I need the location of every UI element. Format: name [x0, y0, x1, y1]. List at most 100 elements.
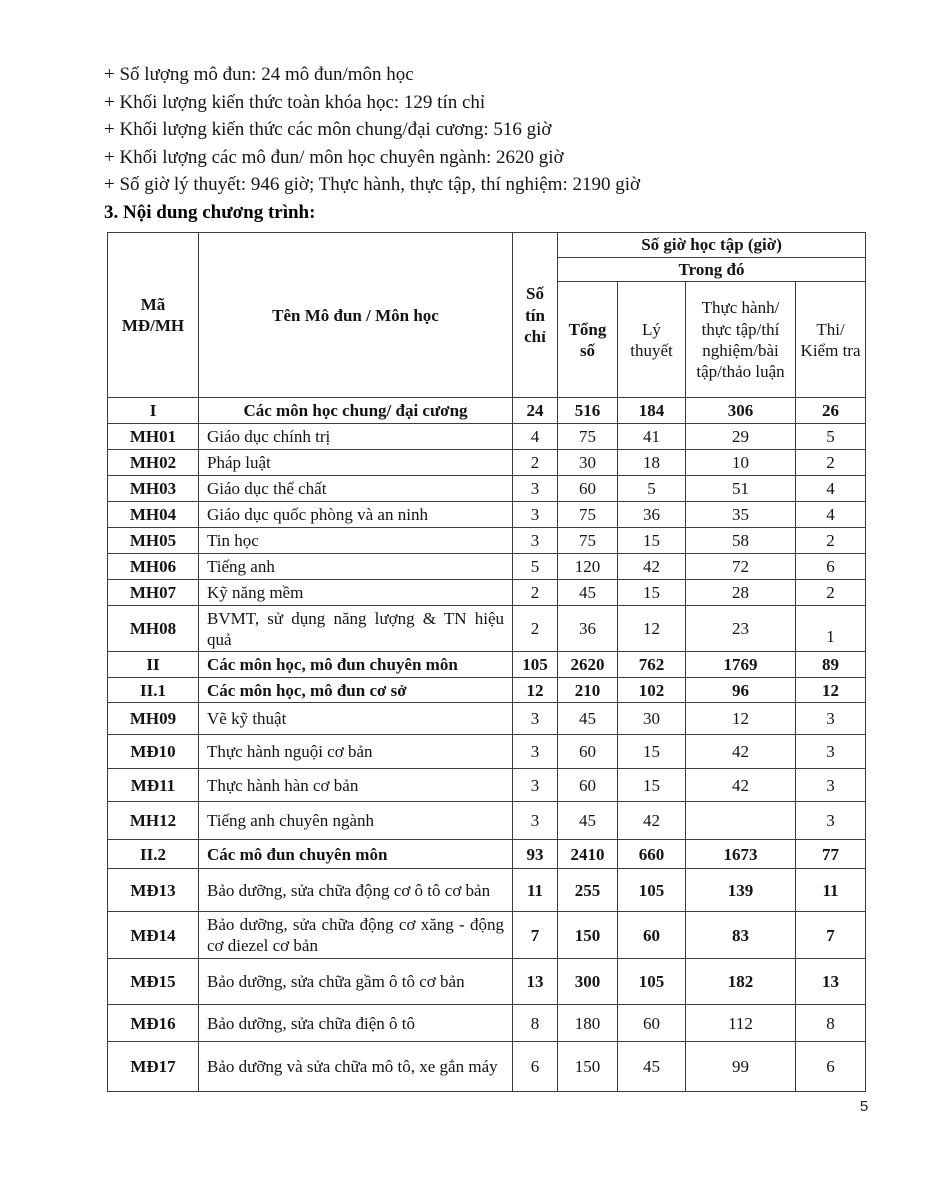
row-name: Các mô đun chuyên môn [198, 839, 513, 870]
row-name: Thực hành hàn cơ bản [198, 768, 513, 803]
table-row: MH12 Tiếng anh chuyên ngành 3 45 42 3 [107, 801, 867, 841]
row-value: 12 [794, 677, 867, 704]
row-value: 89 [794, 651, 867, 679]
row-value: 45 [557, 579, 618, 607]
row-value: 45 [617, 1041, 686, 1093]
row-value: 99 [685, 1041, 796, 1093]
row-value: 23 [685, 605, 796, 653]
row-value: 150 [557, 1041, 618, 1093]
row-value: 60 [617, 1004, 686, 1043]
row-name: Tiếng anh [198, 553, 513, 581]
row-value: 102 [617, 677, 686, 704]
header-theory: Lý thuyết [617, 281, 686, 399]
table-row: MH01 Giáo dục chính trị 4 75 41 29 5 [107, 423, 867, 451]
row-value: 15 [617, 768, 686, 803]
row-value: 3 [794, 702, 867, 736]
row-name: Bảo dưỡng, sửa chữa động cơ ô tô cơ bản [198, 868, 513, 913]
row-value: 45 [557, 702, 618, 736]
table-row: MH06 Tiếng anh 5 120 42 72 6 [107, 553, 867, 581]
row-value [685, 801, 796, 841]
row-value: 77 [794, 839, 867, 870]
row-name: Tin học [198, 527, 513, 555]
row-code: MH07 [107, 579, 199, 607]
row-value: 60 [617, 911, 686, 960]
table-row: MĐ10 Thực hành nguội cơ bản 3 60 15 42 3 [107, 734, 867, 770]
row-code: MH01 [107, 423, 199, 451]
row-value: 2 [512, 579, 558, 607]
row-value: 2 [794, 527, 867, 555]
table-row: II.2 Các mô đun chuyên môn 93 2410 660 1673 77 [107, 839, 867, 870]
row-name: Vẽ kỹ thuật [198, 702, 513, 736]
row-value: 180 [557, 1004, 618, 1043]
row-value: 75 [557, 527, 618, 555]
row-code: MH02 [107, 449, 199, 477]
row-code: MH03 [107, 475, 199, 503]
row-value: 3 [512, 768, 558, 803]
section-heading: 3. Nội dung chương trình: [104, 201, 316, 223]
row-name: Các môn học, mô đun chuyên môn [198, 651, 513, 679]
row-value: 10 [685, 449, 796, 477]
row-name: Giáo dục thể chất [198, 475, 513, 503]
table-row: MH02 Pháp luật 2 30 18 10 2 [107, 449, 867, 477]
row-value: 12 [512, 677, 558, 704]
row-name: Bảo dưỡng, sửa chữa gầm ô tô cơ bản [198, 958, 513, 1006]
intro-line: + Khối lượng các mô đun/ môn học chuyên … [104, 146, 564, 168]
row-code: MĐ14 [107, 911, 199, 960]
row-value: 120 [557, 553, 618, 581]
row-value: 3 [512, 475, 558, 503]
table-row: II Các môn học, mô đun chuyên môn 105 2620 7… [107, 651, 867, 679]
row-value: 72 [685, 553, 796, 581]
row-code: MH08 [107, 605, 199, 653]
row-value: 3 [794, 801, 867, 841]
row-value: 15 [617, 527, 686, 555]
row-name: Các môn học chung/ đại cương [198, 397, 513, 425]
row-value: 3 [512, 801, 558, 841]
table-row: MH04 Giáo dục quốc phòng và an ninh 3 75 36 3… [107, 501, 867, 529]
row-value: 660 [617, 839, 686, 870]
row-value: 210 [557, 677, 618, 704]
row-value: 15 [617, 734, 686, 770]
row-value: 2410 [557, 839, 618, 870]
row-code: MH12 [107, 801, 199, 841]
row-value: 12 [685, 702, 796, 736]
row-value: 516 [557, 397, 618, 425]
row-value: 42 [617, 553, 686, 581]
page-number: 5 [859, 1098, 869, 1115]
row-value: 36 [557, 605, 618, 653]
table-row: MH03 Giáo dục thể chất 3 60 5 51 4 [107, 475, 867, 503]
row-value: 182 [685, 958, 796, 1006]
row-value: 4 [794, 475, 867, 503]
table-row: MH08 BVMT, sử dụng năng lượng & TN hiệu q… [107, 605, 867, 653]
row-value: 18 [617, 449, 686, 477]
row-name: Các môn học, mô đun cơ sở [198, 677, 513, 704]
row-value: 1 [794, 605, 867, 653]
intro-line: + Số giờ lý thuyết: 946 giờ; Thực hành, … [104, 174, 641, 196]
table-row: MĐ14 Bảo dưỡng, sửa chữa động cơ xăng - đ… [107, 911, 867, 960]
table-row: MH05 Tin học 3 75 15 58 2 [107, 527, 867, 555]
row-value: 5 [512, 553, 558, 581]
curriculum-table: Mã MĐ/MH Tên Mô đun / Môn học Số tín chỉ… [107, 231, 867, 1093]
row-value: 2 [794, 449, 867, 477]
row-value: 4 [794, 501, 867, 529]
row-name: Tiếng anh chuyên ngành [198, 801, 513, 841]
row-value: 150 [557, 911, 618, 960]
row-name: Giáo dục chính trị [198, 423, 513, 451]
row-code: MĐ10 [107, 734, 199, 770]
row-value: 42 [685, 768, 796, 803]
row-value: 30 [617, 702, 686, 736]
row-value: 1673 [685, 839, 796, 870]
row-value: 184 [617, 397, 686, 425]
header-credits: Số tín chỉ [512, 231, 558, 399]
row-code: MĐ11 [107, 768, 199, 803]
row-value: 41 [617, 423, 686, 451]
row-value: 42 [617, 801, 686, 841]
row-value: 13 [794, 958, 867, 1006]
table-row: MĐ11 Thực hành hàn cơ bản 3 60 15 42 3 [107, 768, 867, 803]
row-value: 762 [617, 651, 686, 679]
intro-line: + Khối lượng kiến thức toàn khóa học: 12… [104, 91, 486, 113]
row-value: 75 [557, 501, 618, 529]
header-code: Mã MĐ/MH [107, 231, 199, 399]
table-row: I Các môn học chung/ đại cương 24 516 184 306… [107, 397, 867, 425]
table-row: MĐ13 Bảo dưỡng, sửa chữa động cơ ô tô cơ … [107, 868, 867, 913]
intro-line: + Số lượng mô đun: 24 mô đun/môn học [104, 64, 414, 85]
